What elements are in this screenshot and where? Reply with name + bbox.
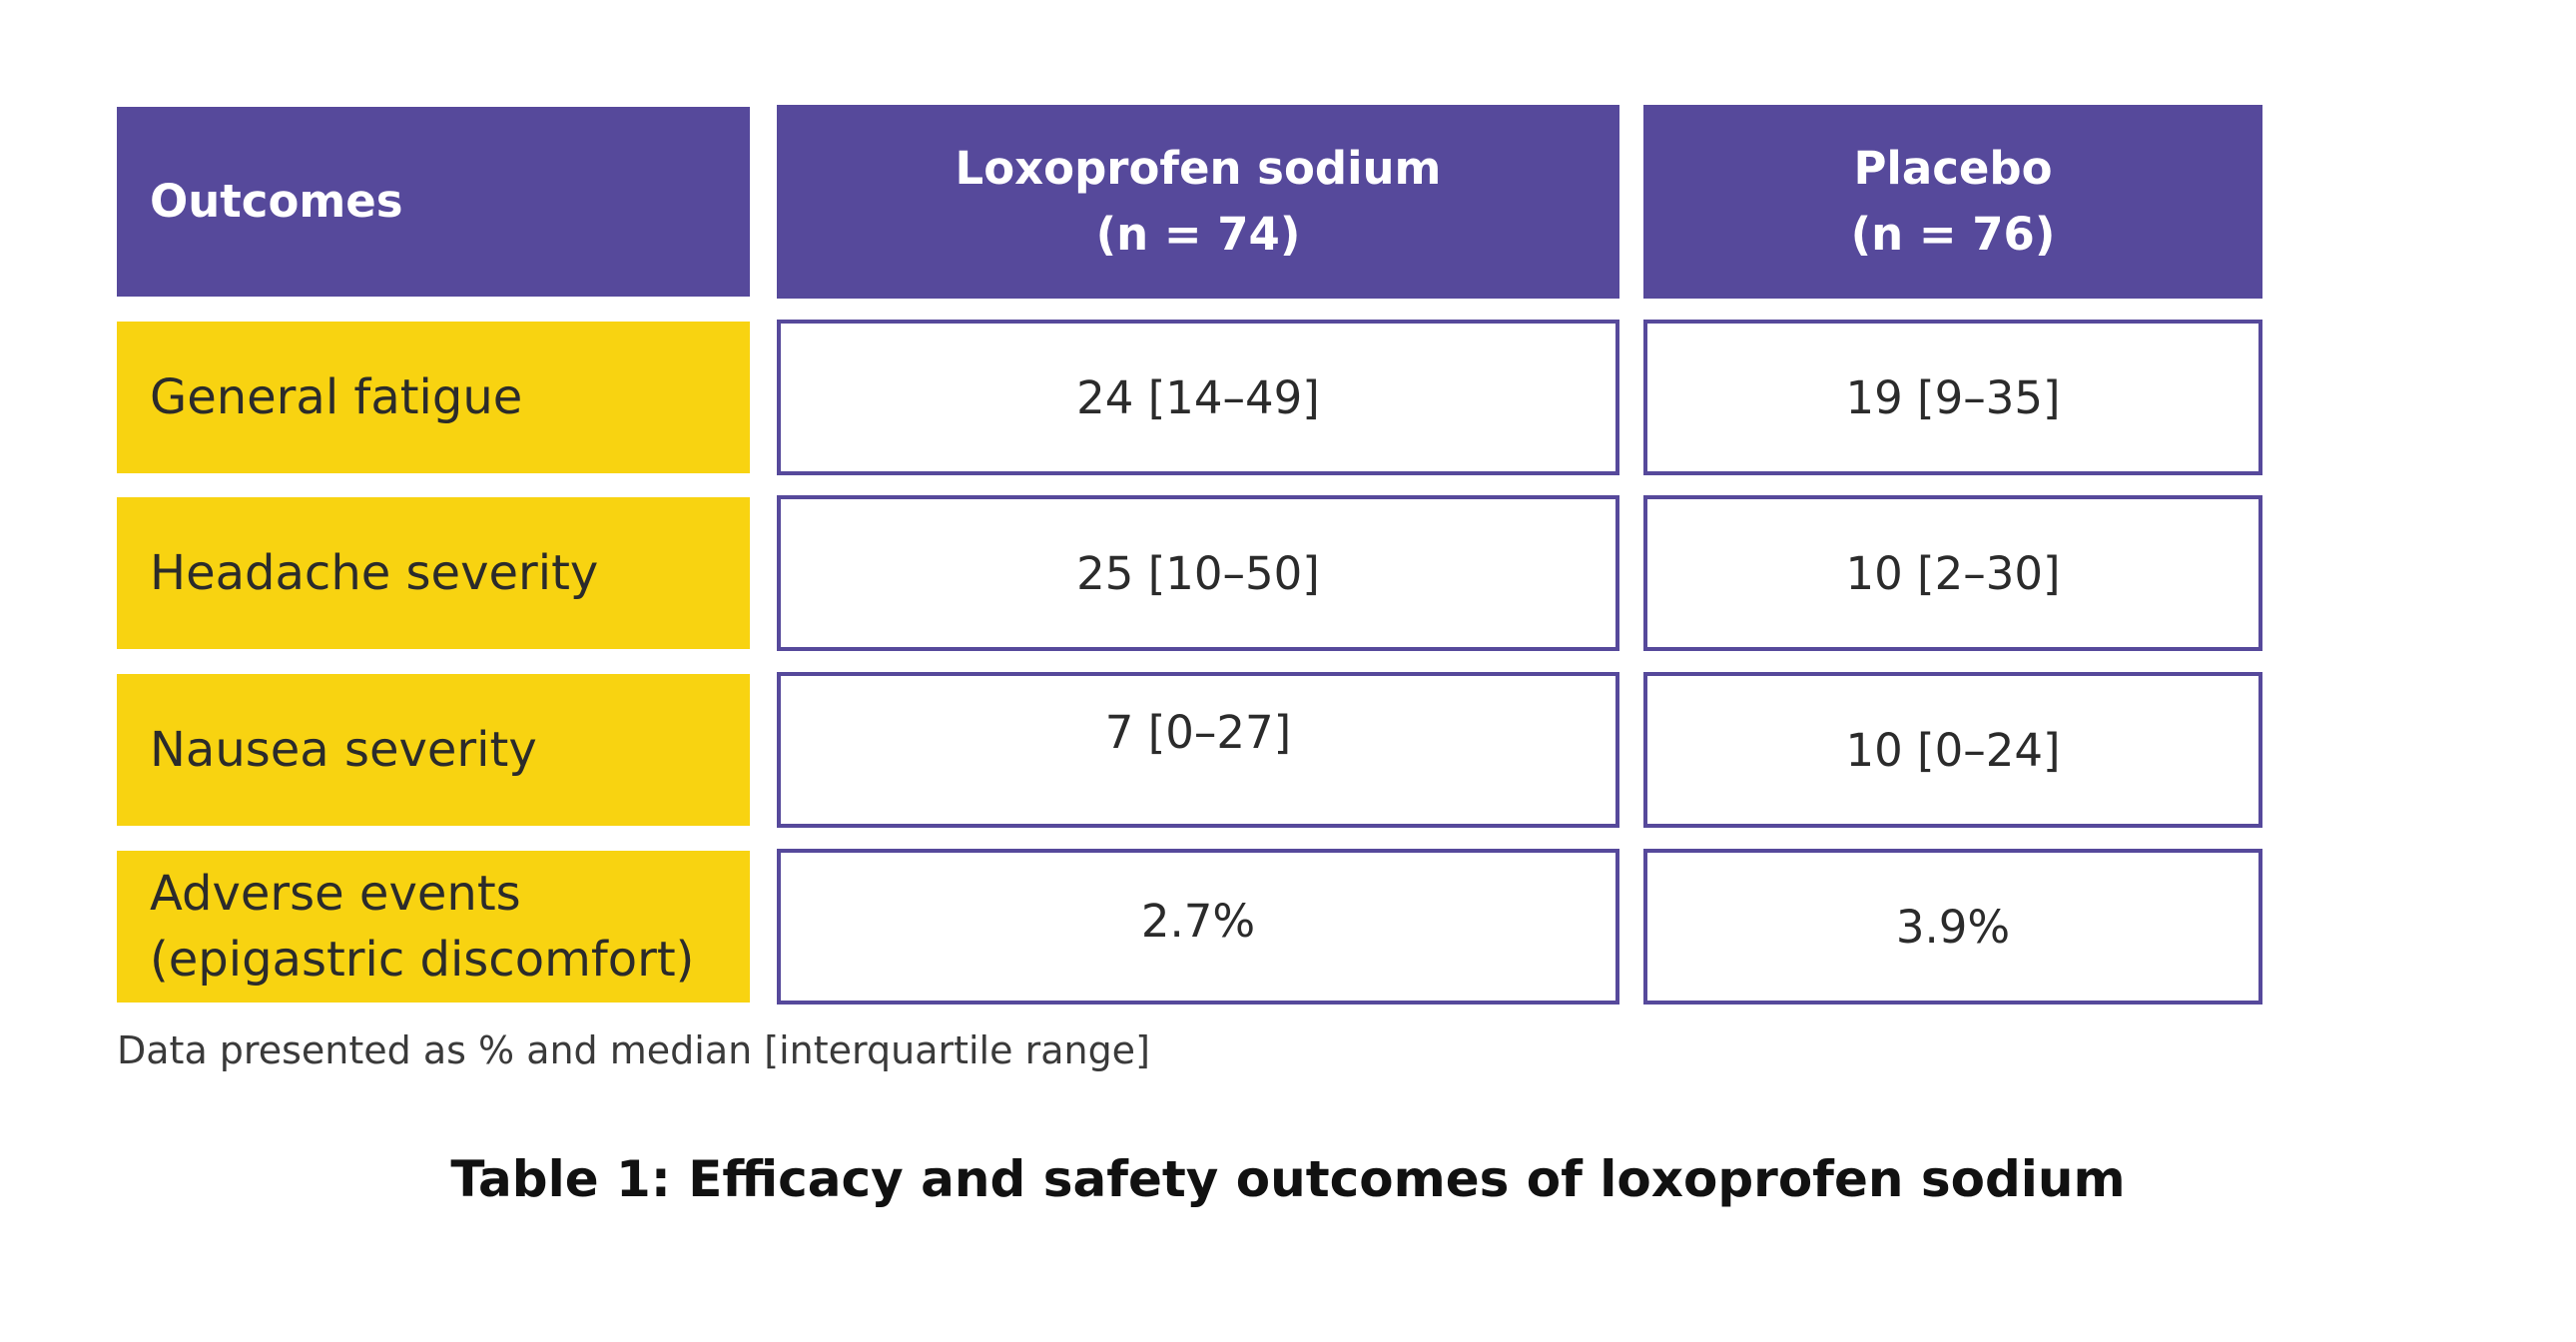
header-placebo-n: (n = 76): [1850, 208, 2056, 261]
cell-placebo-headache-severity: 10 [2–30]: [1643, 495, 2262, 651]
row-label-headache-severity: Headache severity: [117, 497, 750, 649]
row-label-line-2: (epigastric discomfort): [150, 932, 695, 988]
header-loxoprofen-name: Loxoprofen sodium: [955, 142, 1442, 195]
header-placebo-name: Placebo: [1853, 142, 2053, 195]
header-outcomes-label: Outcomes: [150, 175, 403, 228]
cell-value: 7 [0–27]: [1104, 706, 1292, 759]
cell-loxoprofen-adverse-events: 2.7%: [777, 849, 1619, 1005]
row-label-nausea-severity: Nausea severity: [117, 674, 750, 826]
row-label-text: Headache severity: [150, 545, 599, 601]
cell-placebo-nausea-severity: 10 [0–24]: [1643, 672, 2262, 828]
header-loxoprofen-n: (n = 74): [1095, 208, 1301, 261]
cell-value: 3.9%: [1895, 900, 2011, 954]
cell-value: 10 [0–24]: [1845, 723, 2061, 777]
cell-value: 10 [2–30]: [1845, 546, 2061, 600]
cell-value: 2.7%: [1140, 895, 1256, 948]
cell-placebo-general-fatigue: 19 [9–35]: [1643, 320, 2262, 475]
row-label-adverse-events: Adverse events (epigastric discomfort): [117, 851, 750, 1003]
cell-value: 25 [10–50]: [1076, 546, 1320, 600]
table-caption: Table 1: Efficacy and safety outcomes of…: [450, 1150, 2126, 1208]
row-label-line-1: Adverse events: [150, 866, 521, 922]
cell-loxoprofen-nausea-severity: 7 [0–27]: [777, 672, 1619, 828]
table-note: Data presented as % and median [interqua…: [117, 1028, 1150, 1072]
cell-loxoprofen-general-fatigue: 24 [14–49]: [777, 320, 1619, 475]
cell-value: 19 [9–35]: [1845, 370, 2061, 424]
cell-value: 24 [14–49]: [1076, 370, 1320, 424]
header-loxoprofen: Loxoprofen sodium (n = 74): [777, 105, 1619, 299]
header-placebo: Placebo (n = 76): [1643, 105, 2262, 299]
cell-placebo-adverse-events: 3.9%: [1643, 849, 2262, 1005]
row-label-text: General fatigue: [150, 369, 523, 425]
header-outcomes: Outcomes: [117, 107, 750, 297]
row-label-text: Nausea severity: [150, 722, 537, 778]
row-label-general-fatigue: General fatigue: [117, 322, 750, 473]
cell-loxoprofen-headache-severity: 25 [10–50]: [777, 495, 1619, 651]
